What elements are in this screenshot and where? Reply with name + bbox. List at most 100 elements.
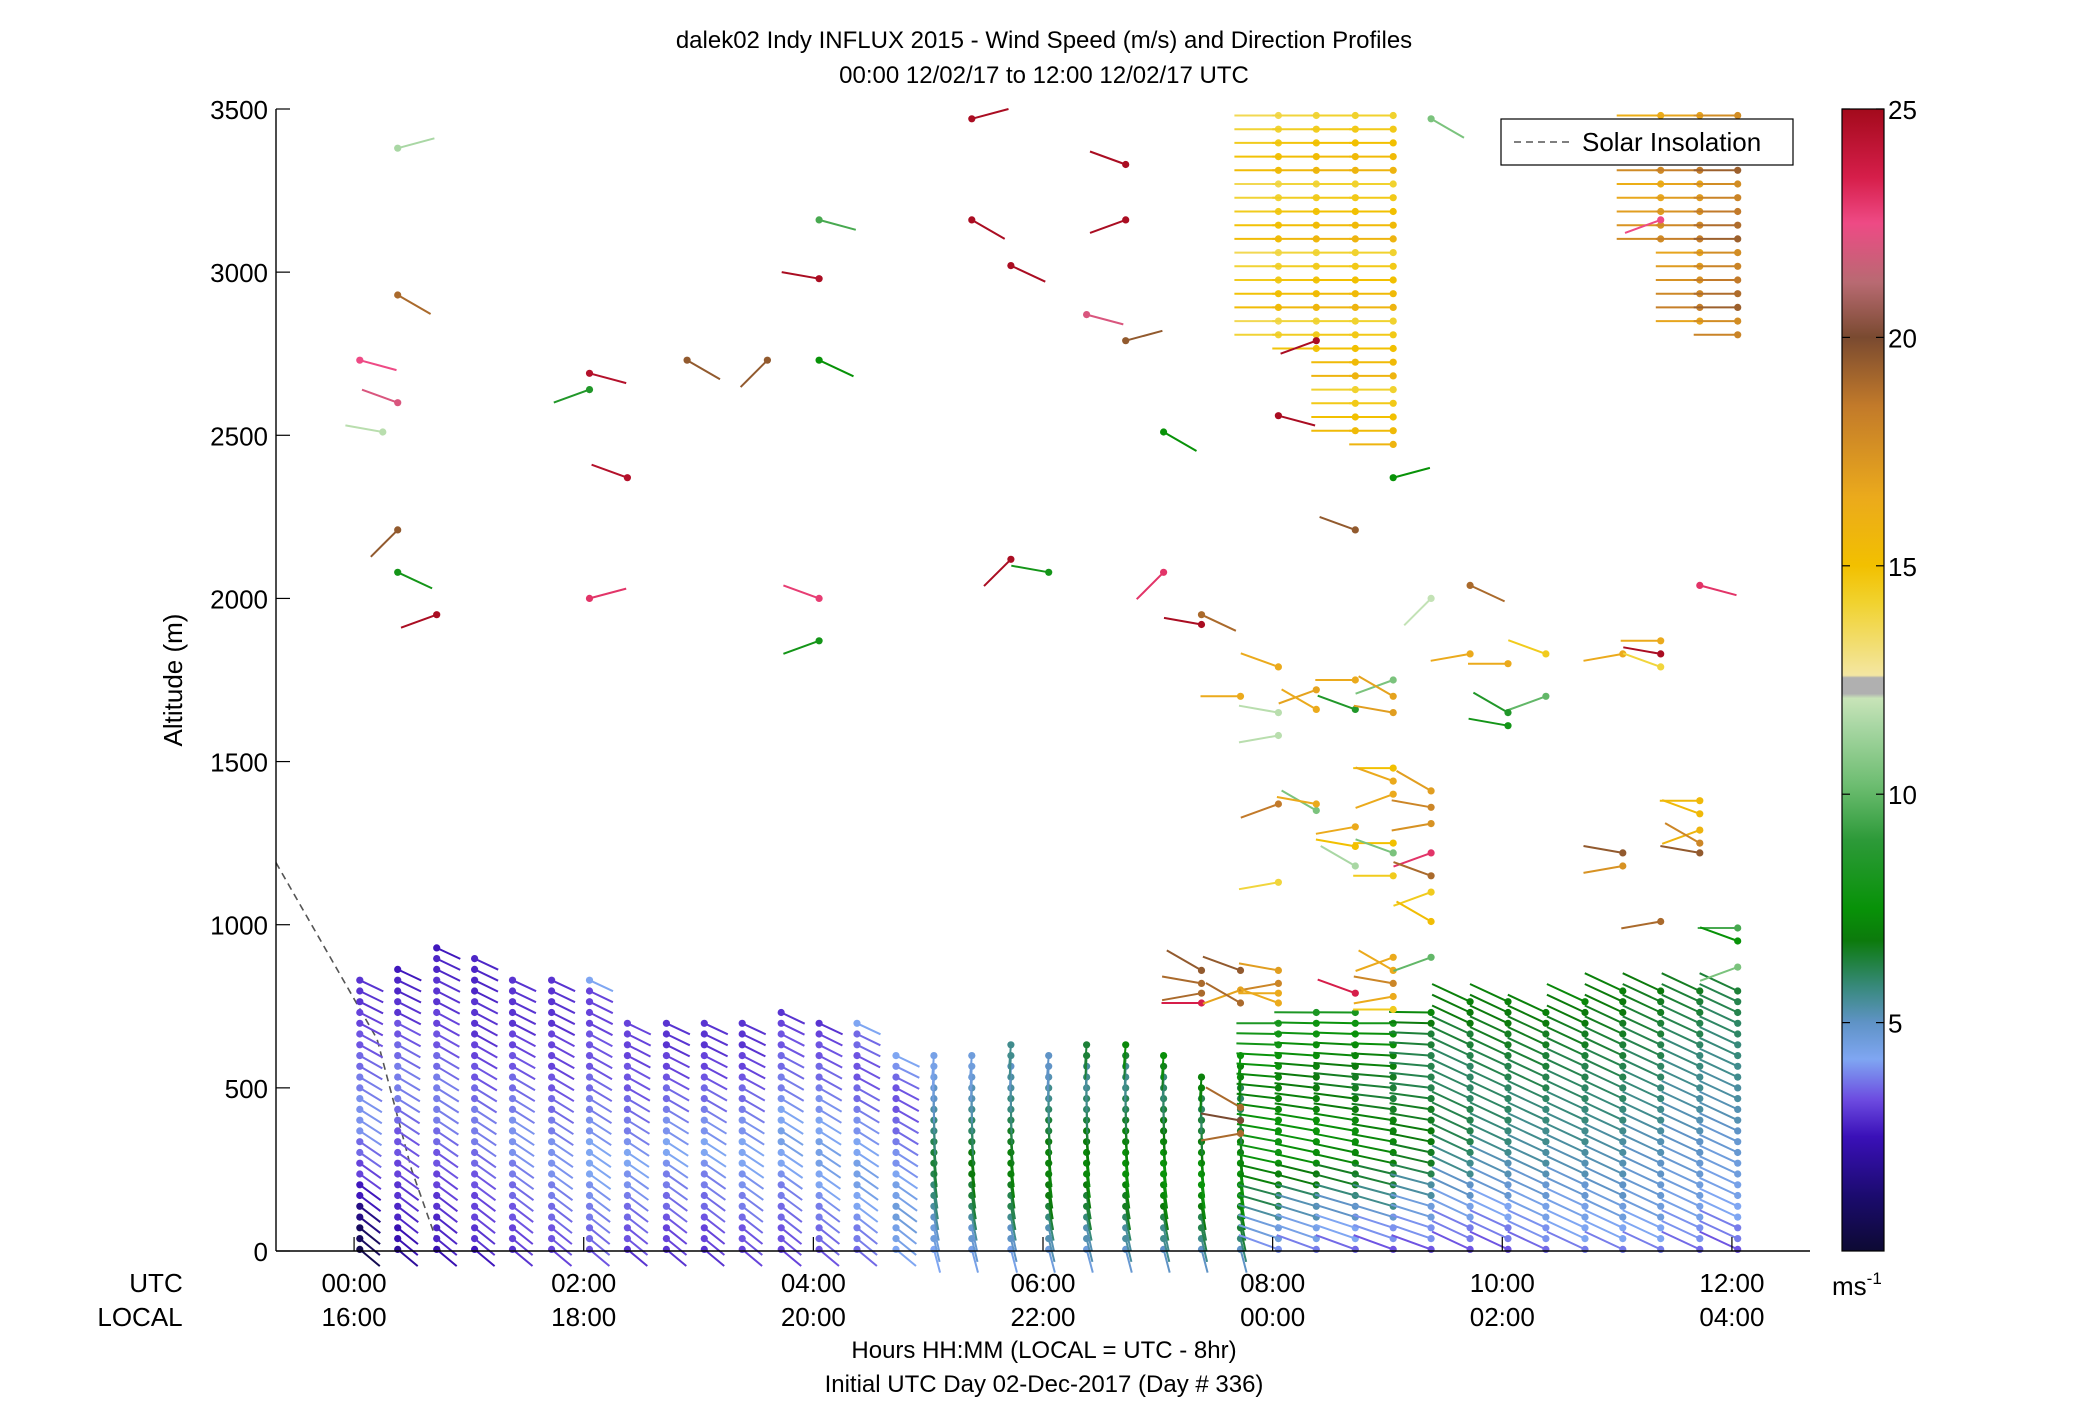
legend: Solar Insolation xyxy=(1500,118,1794,166)
wind-barb xyxy=(370,529,399,558)
wind-barb-point xyxy=(1389,331,1397,339)
wind-barb xyxy=(1507,1069,1547,1089)
wind-barb xyxy=(1431,1176,1471,1197)
wind-barb xyxy=(397,1000,422,1015)
wind-barb xyxy=(1546,1079,1586,1100)
wind-barb-point xyxy=(1427,1127,1435,1135)
wind-barb-point xyxy=(853,1224,861,1232)
wind-barb xyxy=(703,1194,726,1212)
wind-barb-point xyxy=(508,976,517,984)
wind-barb-point xyxy=(1466,1105,1474,1113)
wind-barb-point xyxy=(508,1084,517,1092)
wind-barb xyxy=(1275,1193,1317,1208)
wind-barb-point xyxy=(777,1030,785,1038)
wind-barb-point xyxy=(1734,331,1742,339)
wind-barb-point xyxy=(1312,1030,1320,1038)
wind-barb-point xyxy=(1696,998,1704,1006)
wind-barb-point xyxy=(1389,709,1397,717)
wind-barb-point xyxy=(1657,1030,1665,1038)
wind-barb-point xyxy=(1657,1245,1665,1253)
wind-barb xyxy=(345,424,383,433)
wind-barb-point xyxy=(433,1159,441,1167)
wind-barb-point xyxy=(1657,637,1665,645)
wind-barb xyxy=(436,946,461,960)
wind-barb-point xyxy=(738,1127,746,1135)
wind-barb xyxy=(856,1054,881,1069)
wind-barb-point xyxy=(853,1062,861,1070)
wind-barb-point xyxy=(1274,878,1282,886)
wind-barb-point xyxy=(777,1224,785,1232)
wind-barb-point xyxy=(1734,1095,1742,1103)
wind-barb xyxy=(1236,1112,1279,1122)
wind-barb xyxy=(1431,1047,1471,1068)
wind-barb-point xyxy=(1466,650,1474,658)
wind-barb xyxy=(1661,983,1701,1003)
wind-barb xyxy=(1584,1090,1624,1111)
wind-barb-point xyxy=(1504,1041,1512,1049)
wind-barb-point xyxy=(1619,1191,1627,1200)
wind-barb-point xyxy=(1734,249,1742,257)
wind-barb xyxy=(1661,1133,1701,1154)
wind-barb-point xyxy=(1581,1052,1589,1060)
wind-barb xyxy=(780,1054,805,1069)
wind-barb-point xyxy=(548,1213,556,1221)
wind-barb xyxy=(626,1151,650,1168)
wind-barb xyxy=(436,1022,460,1037)
wind-barb-point xyxy=(777,1191,785,1200)
wind-barb-point xyxy=(394,1105,402,1113)
wind-barb-point xyxy=(1389,764,1397,772)
wind-barb-point xyxy=(1312,1127,1320,1135)
x-tick-label-local: 00:00 xyxy=(1240,1302,1305,1332)
wind-barb xyxy=(1274,1092,1317,1100)
wind-barb-point xyxy=(1657,917,1665,926)
wind-barb-point xyxy=(356,1202,364,1210)
wind-barb-point xyxy=(1734,1105,1742,1113)
wind-barb-point xyxy=(548,1181,556,1189)
wind-barb-point xyxy=(892,1052,900,1060)
wind-barb xyxy=(1699,983,1739,1003)
wind-barb-point xyxy=(1427,1213,1435,1221)
wind-barb xyxy=(551,979,576,993)
wind-barb-point xyxy=(853,1138,861,1146)
wind-barb-point xyxy=(1542,1041,1550,1049)
wind-barb xyxy=(1507,1198,1547,1219)
wind-barb-point xyxy=(1696,826,1704,834)
wind-barb-point xyxy=(433,1095,441,1103)
wind-barb xyxy=(1045,1055,1050,1080)
wind-barb xyxy=(1699,1079,1739,1100)
wind-barb xyxy=(780,1043,805,1058)
wind-barb-point xyxy=(1389,111,1397,120)
wind-barb-point xyxy=(1542,1191,1550,1200)
wind-barb-point xyxy=(1542,1073,1550,1081)
wind-barb xyxy=(1431,1133,1471,1154)
colorbar-tick-label: 20 xyxy=(1888,323,1917,353)
wind-barb-point xyxy=(1696,1073,1704,1081)
wind-barb xyxy=(818,1108,842,1124)
wind-barb-point xyxy=(1351,1073,1359,1081)
wind-barb-point xyxy=(777,1062,785,1070)
wind-barb xyxy=(626,1216,649,1234)
wind-barb xyxy=(780,1205,803,1223)
wind-barb xyxy=(397,1108,421,1125)
wind-barb-point xyxy=(548,987,556,995)
wind-barb xyxy=(1469,1198,1509,1219)
wind-barb xyxy=(1089,218,1127,234)
wind-barb-point xyxy=(700,1084,708,1092)
wind-barb-point xyxy=(1734,998,1742,1006)
wind-barb-point xyxy=(356,1030,364,1038)
wind-barb-point xyxy=(1581,1202,1589,1210)
wind-barb-point xyxy=(1696,1191,1704,1200)
wind-barb-point xyxy=(1581,1191,1589,1200)
wind-barb-point xyxy=(1236,1116,1245,1125)
wind-barb-point xyxy=(508,1181,517,1189)
wind-barb-point xyxy=(1696,797,1704,805)
wind-barb-point xyxy=(623,1052,632,1060)
wind-barb-point xyxy=(1236,1103,1245,1111)
wind-barb-point xyxy=(433,611,441,619)
wind-barb-point xyxy=(1581,1245,1589,1253)
wind-barb-point xyxy=(1542,1170,1550,1178)
wind-barb-point xyxy=(1657,1202,1665,1210)
wind-barb xyxy=(1237,1183,1279,1197)
wind-barb-point xyxy=(1427,1062,1435,1070)
wind-barb-point xyxy=(356,1159,364,1167)
